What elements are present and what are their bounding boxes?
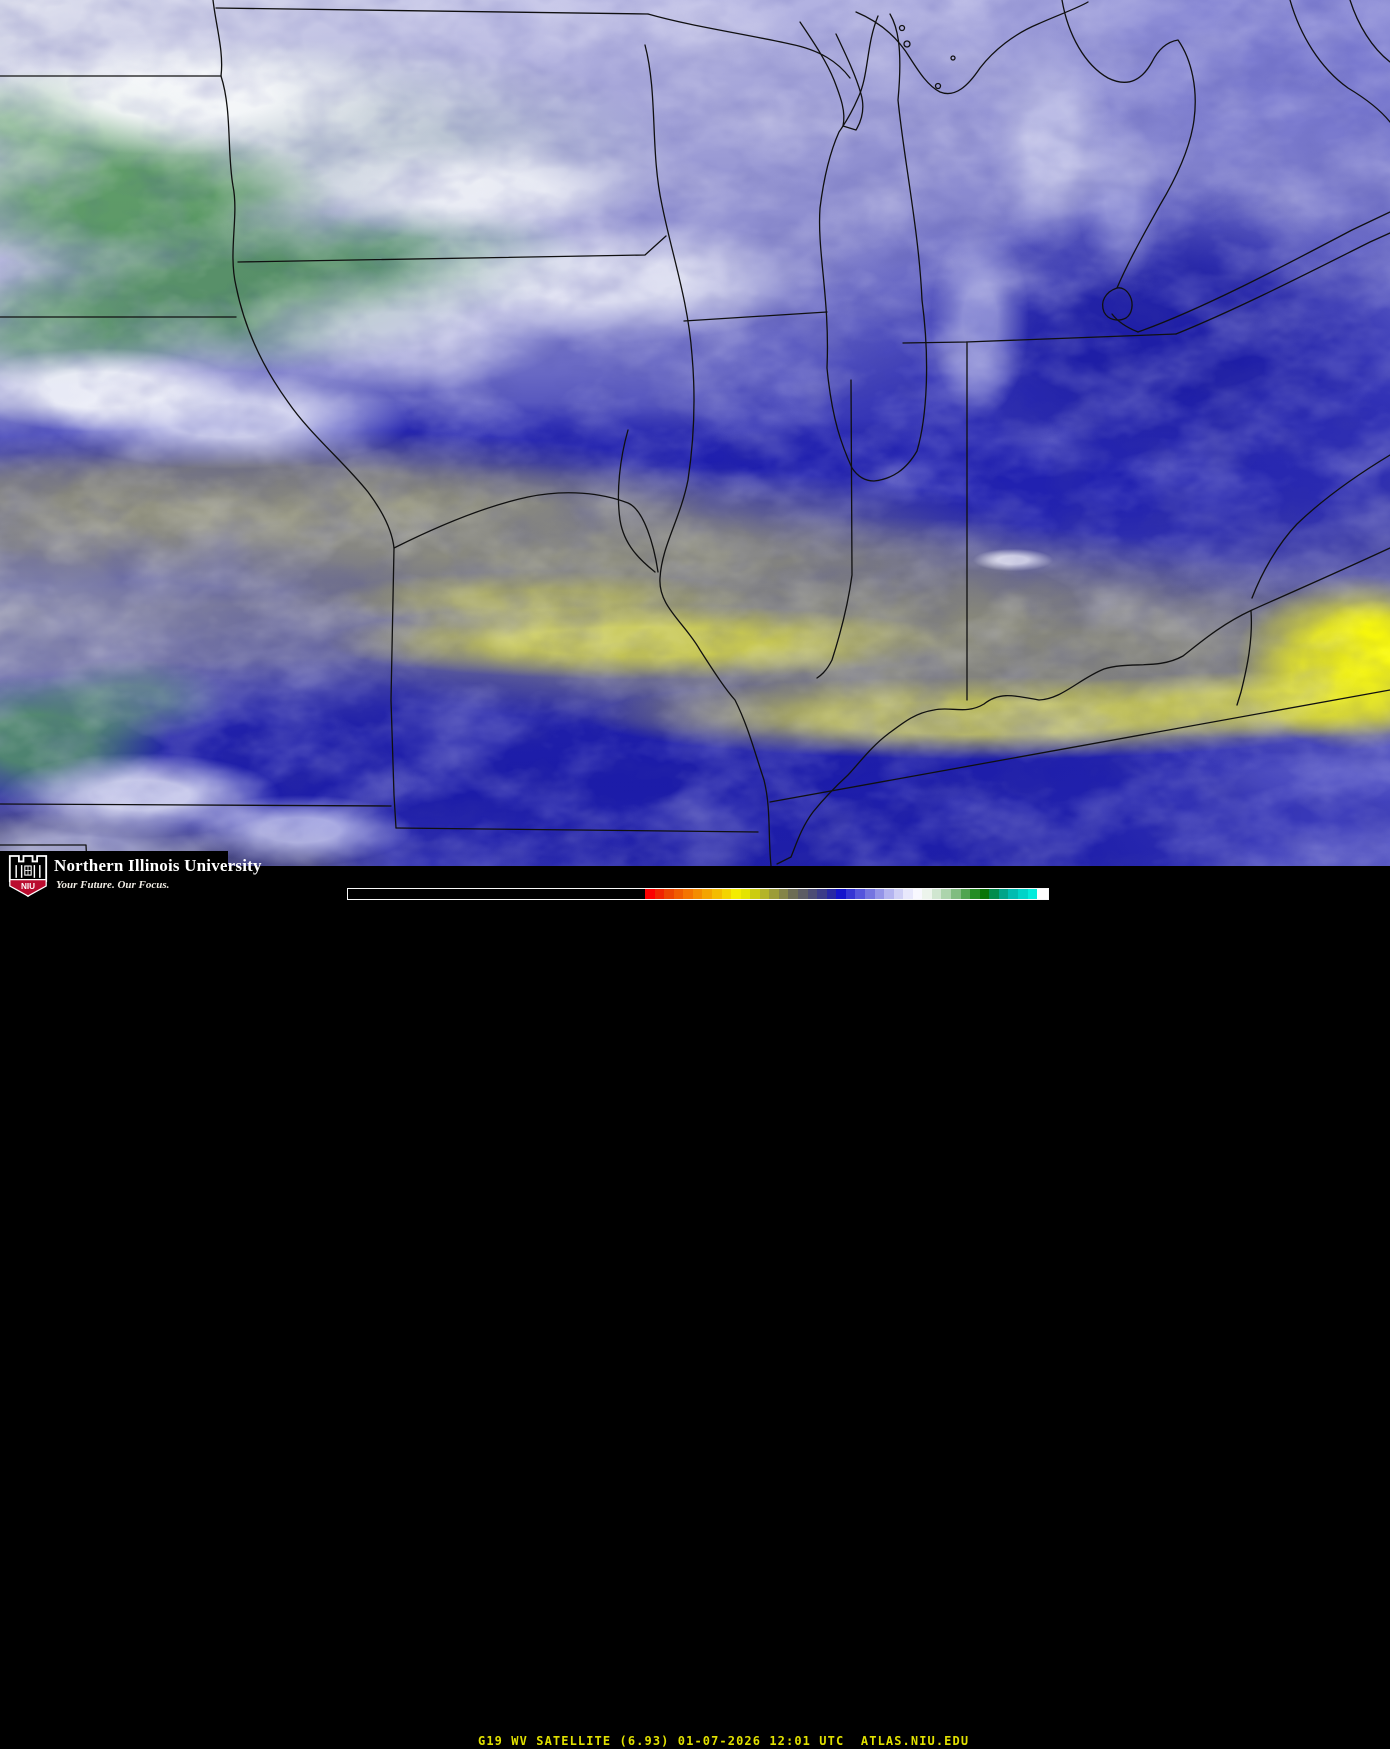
colorbar-swatch <box>893 889 904 899</box>
island <box>950 55 956 61</box>
river-missouri-west <box>220 75 397 829</box>
niu-shield-icon: NIU <box>8 855 48 898</box>
shore-lake-erie-south <box>1175 232 1390 335</box>
state-borders-overlay <box>0 0 1390 866</box>
colorbar-swatch <box>750 889 760 899</box>
shore-georgian-bay <box>1349 0 1390 63</box>
island <box>934 82 942 90</box>
border-ky-tn <box>769 689 1390 803</box>
colorbar-swatch <box>970 889 980 899</box>
colorbar-swatch <box>664 889 674 899</box>
colorbar-end-cap <box>1037 889 1049 899</box>
colorbar-swatch <box>951 889 961 899</box>
border-wv-va <box>1251 454 1390 599</box>
river-ohio <box>776 547 1390 865</box>
colorbar-swatch <box>989 889 999 899</box>
border-mn-wi <box>647 13 851 79</box>
colorbar-swatch <box>731 889 741 899</box>
river-illinois <box>617 429 656 573</box>
border-mo-ar <box>395 827 759 833</box>
border-ia-mo <box>237 235 667 263</box>
imagery-texture <box>0 0 1390 866</box>
colorbar-swatch <box>931 889 942 899</box>
colorbar-swatch <box>912 889 923 899</box>
colorbar-swatch <box>817 889 827 899</box>
colorbar-swatch <box>645 889 655 899</box>
river-detroit <box>1111 313 1139 333</box>
shore-lake-erie-north <box>1137 211 1390 333</box>
colorbar-swatch <box>711 889 722 899</box>
colorbar-swatch <box>673 889 684 899</box>
shore-saginaw-thumb <box>1061 0 1196 289</box>
colorbar-swatch <box>740 889 751 899</box>
colorbar-swatch <box>692 889 703 899</box>
shore-lake-st-clair <box>1102 287 1133 321</box>
satellite-map <box>0 0 1390 866</box>
border-wi-il <box>683 311 828 322</box>
shore-door-peninsula <box>835 33 864 131</box>
river-big-sioux <box>212 0 223 77</box>
colorbar-swatch <box>903 889 913 899</box>
colorbar-swatch <box>759 889 770 899</box>
colorbar-swatch <box>979 889 990 899</box>
colorbar-swatch <box>864 889 875 899</box>
satellite-caption: G19 WV SATELLITE (6.93) 01-07-2026 12:01… <box>478 1734 970 1748</box>
colorbar-swatch <box>922 889 932 899</box>
colorbar <box>347 888 1049 900</box>
island <box>898 24 906 32</box>
river-mississippi <box>644 44 772 866</box>
colorbar-swatch <box>836 889 846 899</box>
colorbar-swatch <box>788 889 798 899</box>
colorbar-swatch <box>769 889 779 899</box>
shore-lake-michigan <box>818 13 928 482</box>
colorbar-swatch <box>683 889 693 899</box>
border-ky-va <box>1236 610 1253 706</box>
colorbar-swatch <box>1008 889 1018 899</box>
border-ks-ok <box>0 803 392 807</box>
colorbar-black-segment <box>348 889 645 899</box>
colorbar-swatch <box>807 889 818 899</box>
niu-tagline: Your Future. Our Focus. <box>56 879 170 891</box>
colorbar-swatch <box>778 889 789 899</box>
colorbar-swatch <box>845 889 856 899</box>
colorbar-swatch <box>654 889 665 899</box>
niu-logo[interactable]: NIU Northern Illinois University Your Fu… <box>0 851 262 900</box>
border-il-in-wabash <box>816 379 853 679</box>
border-mi-in-oh <box>902 333 1177 344</box>
river-missouri-east <box>393 492 659 573</box>
shore-upper-peninsula <box>855 1 1089 95</box>
colorbar-swatch <box>702 889 712 899</box>
island <box>903 40 911 48</box>
colorbar-swatch <box>826 889 837 899</box>
niu-shield-label: NIU <box>21 882 35 891</box>
colorbar-swatch <box>798 889 808 899</box>
colorbar-swatch <box>884 889 894 899</box>
colorbar-swatch <box>941 889 951 899</box>
colorbar-swatch <box>721 889 732 899</box>
colorbar-swatch <box>874 889 885 899</box>
colorbar-swatch <box>1027 889 1038 899</box>
border-mn-ia <box>215 7 649 15</box>
colorbar-swatch <box>855 889 865 899</box>
niu-org-name: Northern Illinois University <box>54 856 262 875</box>
colorbar-swatch <box>960 889 971 899</box>
colorbar-swatch <box>998 889 1009 899</box>
colorbar-swatch <box>1017 889 1028 899</box>
shore-green-bay <box>799 21 845 127</box>
shore-lake-huron <box>1289 0 1390 123</box>
